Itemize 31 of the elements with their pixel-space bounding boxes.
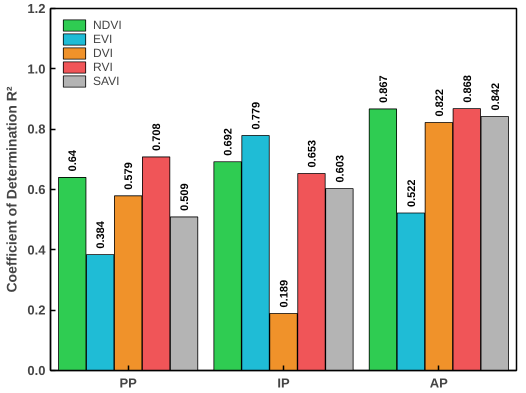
data-label: 0.822 [434, 88, 446, 116]
y-tick-label: 0.8 [27, 122, 46, 137]
y-tick-label: 0.0 [27, 363, 46, 378]
legend-label: DVI [93, 46, 114, 60]
x-tick-label: IP [277, 376, 290, 390]
data-label: 0.842 [490, 82, 502, 110]
data-label: 0.779 [250, 102, 263, 130]
data-label: 0.603 [334, 155, 346, 183]
data-label: 0.384 [95, 220, 108, 249]
data-label: 0.509 [179, 183, 192, 211]
data-label: 0.867 [378, 75, 390, 103]
legend-label: NDVI [93, 18, 122, 32]
y-tick-label: 0.6 [27, 182, 46, 197]
data-label: 0.579 [123, 162, 136, 190]
data-label: 0.522 [406, 179, 418, 207]
data-label: 0.708 [151, 123, 164, 151]
data-label: 0.868 [462, 75, 474, 103]
y-tick-label: 1.2 [27, 1, 46, 16]
data-label: 0.692 [222, 128, 235, 156]
y-tick-label: 1.0 [27, 61, 46, 76]
data-label: 0.653 [306, 140, 318, 168]
legend-label: RVI [93, 60, 113, 74]
data-label: 0.64 [67, 149, 80, 172]
data-label: 0.189 [278, 280, 290, 308]
x-tick-label: AP [430, 376, 448, 390]
y-tick-label: 0.4 [27, 242, 46, 258]
y-tick-label: 0.2 [27, 302, 46, 318]
y-axis-title: Coefficient of Determination R² [3, 86, 20, 293]
legend-label: EVI [93, 32, 113, 46]
x-tick-label: PP [119, 376, 138, 390]
legend-label: SAVI [93, 74, 120, 88]
